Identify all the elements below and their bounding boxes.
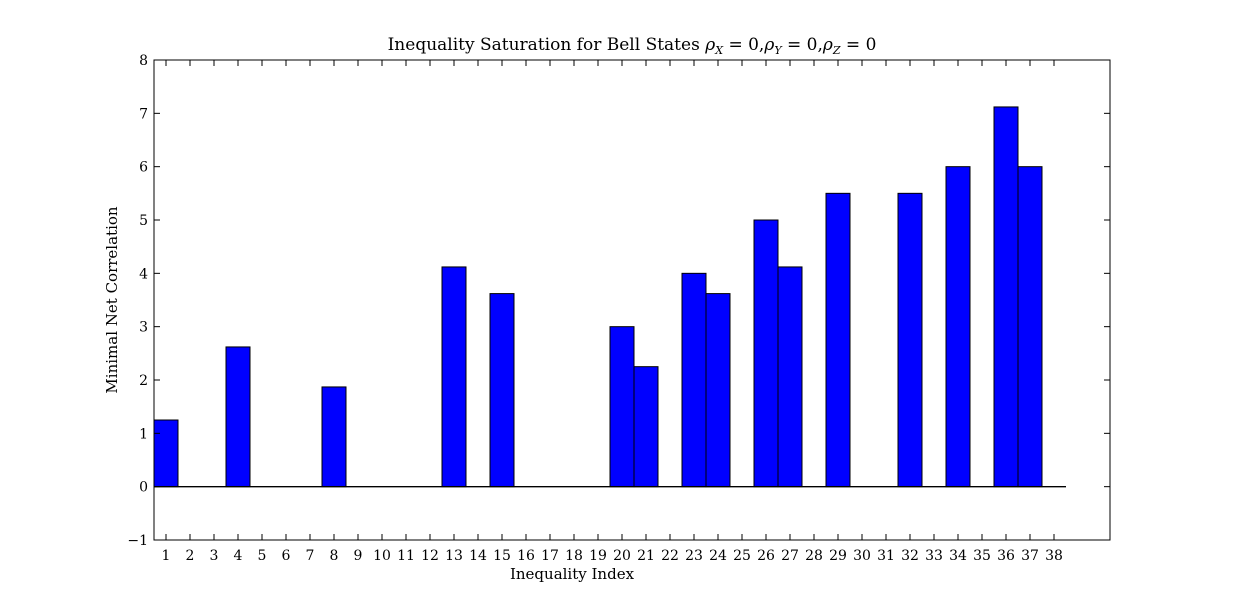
bar-8 — [321, 386, 347, 488]
bar-21 — [633, 366, 659, 488]
x-tick-label: 38 — [1045, 548, 1063, 564]
x-tick-label: 13 — [445, 548, 463, 564]
bar-37 — [1017, 166, 1043, 488]
y-axis-ticks: −1 0 1 2 3 4 5 6 7 8 — [127, 53, 1110, 549]
bar-13 — [441, 266, 467, 488]
x-tick-label: 1 — [162, 548, 171, 564]
bar-26 — [753, 219, 779, 488]
y-tick-label: 5 — [139, 213, 148, 229]
x-axis-ticks: 1 2 3 4 5 6 7 8 9 10 11 12 13 14 15 16 17 18 19 20 21 22 23 24 2… — [162, 60, 1063, 564]
x-tick-label: 30 — [853, 548, 871, 564]
y-axis-label: Minimal Net Correlation — [103, 206, 121, 393]
bar-1 — [153, 419, 179, 488]
x-tick-label: 6 — [282, 548, 291, 564]
x-tick-label: 25 — [733, 548, 751, 564]
bar-27 — [777, 266, 803, 488]
x-tick-label: 15 — [493, 548, 511, 564]
bar-29 — [825, 192, 851, 488]
x-tick-label: 19 — [589, 548, 607, 564]
x-tick-label: 27 — [781, 548, 799, 564]
x-tick-label: 20 — [613, 548, 631, 564]
bar-34 — [945, 166, 971, 488]
x-tick-label: 32 — [901, 548, 919, 564]
y-tick-label: 0 — [139, 480, 148, 496]
bar-24 — [705, 293, 731, 488]
x-tick-label: 31 — [877, 548, 895, 564]
y-tick-label: −1 — [127, 533, 148, 549]
bar-23 — [681, 272, 707, 488]
x-tick-label: 23 — [685, 548, 703, 564]
x-tick-label: 7 — [306, 548, 315, 564]
y-tick-label: 4 — [139, 266, 148, 282]
x-tick-label: 36 — [997, 548, 1015, 564]
x-tick-label: 17 — [541, 548, 559, 564]
bar-36 — [993, 106, 1019, 488]
x-tick-label: 8 — [330, 548, 339, 564]
x-tick-label: 9 — [354, 548, 363, 564]
y-tick-label: 8 — [139, 53, 148, 69]
x-tick-label: 26 — [757, 548, 775, 564]
x-tick-label: 12 — [421, 548, 439, 564]
bar-15 — [489, 293, 515, 488]
x-tick-label: 10 — [373, 548, 391, 564]
x-tick-label: 28 — [805, 548, 823, 564]
x-tick-label: 16 — [517, 548, 535, 564]
y-tick-label: 7 — [139, 106, 148, 122]
x-tick-label: 21 — [637, 548, 655, 564]
x-tick-label: 37 — [1021, 548, 1039, 564]
bar-4 — [225, 346, 251, 488]
x-axis-label: Inequality Index — [510, 565, 635, 583]
x-tick-label: 2 — [186, 548, 195, 564]
x-tick-label: 18 — [565, 548, 583, 564]
x-tick-label: 3 — [210, 548, 219, 564]
bars-group — [153, 106, 1043, 488]
x-tick-label: 24 — [709, 548, 727, 564]
x-tick-label: 11 — [397, 548, 415, 564]
chart-title: Inequality Saturation for Bell States ρX… — [388, 35, 877, 57]
x-tick-label: 29 — [829, 548, 847, 564]
x-tick-label: 35 — [973, 548, 991, 564]
bar-20 — [609, 326, 635, 488]
plot-area-frame — [153, 59, 1111, 541]
x-tick-label: 22 — [661, 548, 679, 564]
x-tick-label: 33 — [925, 548, 943, 564]
y-tick-label: 1 — [139, 426, 148, 442]
x-tick-label: 5 — [258, 548, 267, 564]
bar-32 — [897, 192, 923, 488]
y-tick-label: 3 — [139, 320, 148, 336]
x-tick-label: 34 — [949, 548, 967, 564]
x-tick-label: 14 — [469, 548, 487, 564]
y-tick-label: 6 — [139, 160, 148, 176]
y-tick-label: 2 — [139, 373, 148, 389]
x-tick-label: 4 — [234, 548, 243, 564]
